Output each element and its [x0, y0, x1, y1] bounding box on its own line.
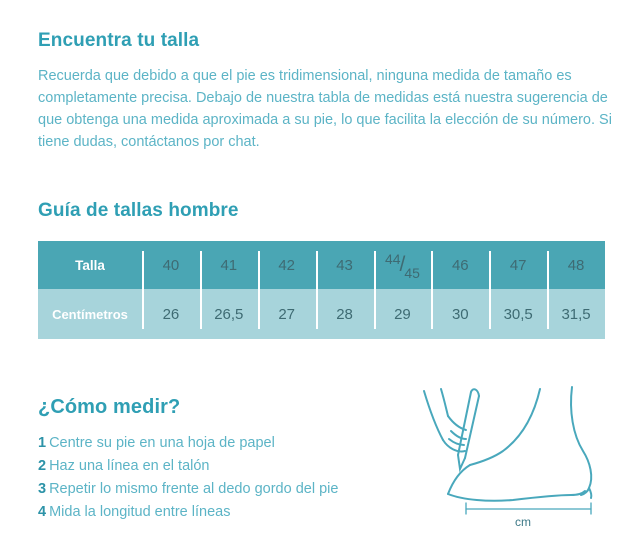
measure-step: 3 Repetir lo mismo frente al dedo gordo d… — [38, 478, 605, 501]
pencil-top-cap — [470, 388, 480, 397]
size-cell: 41 — [199, 241, 258, 289]
how-to-measure-title: ¿Cómo medir? — [38, 396, 181, 418]
size-table-body: Talla 40 41 42 43 44/45 46 47 48 Centímetros 26 26,… — [38, 241, 605, 339]
size-cell: 40 — [142, 241, 200, 289]
step-number: 3 — [38, 481, 47, 497]
size-cell: 29 — [373, 289, 432, 339]
step-text: Centre su pie en una hoja de papel — [49, 435, 275, 451]
row-label: Centímetros — [52, 306, 128, 322]
how-to-measure-section: ¿Cómo medir? 1 Centre su pie en una hoja … — [38, 396, 605, 524]
size-cell: 42 — [257, 241, 316, 289]
size-cell: 26,5 — [199, 289, 258, 339]
split-size-part: / — [399, 253, 406, 276]
foot-heel-line — [570, 386, 593, 496]
size-cell: 46 — [431, 241, 490, 289]
hand-knuckles — [442, 439, 466, 453]
hand-finger-1 — [450, 430, 467, 440]
measure-steps: 1 Centre su pie en una hoja de papel 2 Haz … — [38, 432, 605, 524]
foot-heel-flick — [588, 487, 593, 499]
size-cell: 26 — [142, 289, 200, 339]
step-text: Haz una línea en el talón — [49, 458, 210, 474]
size-table: Talla 40 41 42 43 44/45 46 47 48 Centímetros 26 26,… — [38, 241, 605, 339]
split-size-part: 45 — [404, 265, 420, 281]
measure-step: 1 Centre su pie en una hoja de papel — [38, 432, 605, 455]
pencil-tip — [457, 454, 466, 473]
split-size-part: 44 — [384, 251, 401, 267]
table-row: Centímetros 26 26,5 27 28 29 30 30,5 31,5 — [38, 289, 605, 339]
size-cell: 30 — [431, 289, 490, 339]
foot-sole-line — [447, 490, 586, 502]
step-number: 4 — [38, 504, 47, 520]
hand-wrist-outer — [423, 390, 444, 441]
size-guide-title: Guía de tallas hombre — [38, 200, 239, 221]
size-cell: 48 — [547, 241, 605, 289]
cm-label: cm — [515, 515, 531, 529]
size-cell: 44/45 — [373, 241, 432, 289]
foot-instep-line — [469, 388, 541, 466]
step-text: Repetir lo mismo frente al dedo gordo de… — [49, 481, 339, 497]
size-cell: 31,5 — [547, 289, 605, 339]
table-row: Talla 40 41 42 43 44/45 46 47 48 — [38, 241, 605, 289]
size-guide-section: Guía de tallas hombre Talla 40 41 42 43 44/45… — [38, 200, 605, 339]
measure-step: 2 Haz una línea en el talón — [38, 455, 605, 478]
foot-measure-illustration: cm — [423, 386, 593, 529]
pencil-right-edge — [464, 395, 480, 459]
step-text: Mida la longitud entre líneas — [49, 504, 231, 520]
foot-toe-line — [447, 464, 471, 495]
size-cell: 43 — [315, 241, 374, 289]
find-size-paragraph: Recuerda que debido a que el pie es trid… — [38, 68, 612, 150]
step-number: 2 — [38, 458, 47, 474]
pencil-left-edge — [457, 391, 472, 456]
size-cell: 30,5 — [489, 289, 548, 339]
step-number: 1 — [38, 435, 47, 451]
find-size-section: Encuentra tu talla Recuerda que debido a… — [38, 30, 612, 153]
measure-step: 4 Mida la longitud entre líneas — [38, 501, 605, 524]
row-label: Talla — [75, 257, 105, 273]
hand-finger-2 — [448, 438, 465, 446]
find-size-title: Encuentra tu talla — [38, 30, 200, 51]
size-cell: 28 — [315, 289, 374, 339]
hand-wrist-inner — [440, 388, 449, 417]
size-cell: 47 — [489, 241, 548, 289]
size-cell: 27 — [257, 289, 316, 339]
